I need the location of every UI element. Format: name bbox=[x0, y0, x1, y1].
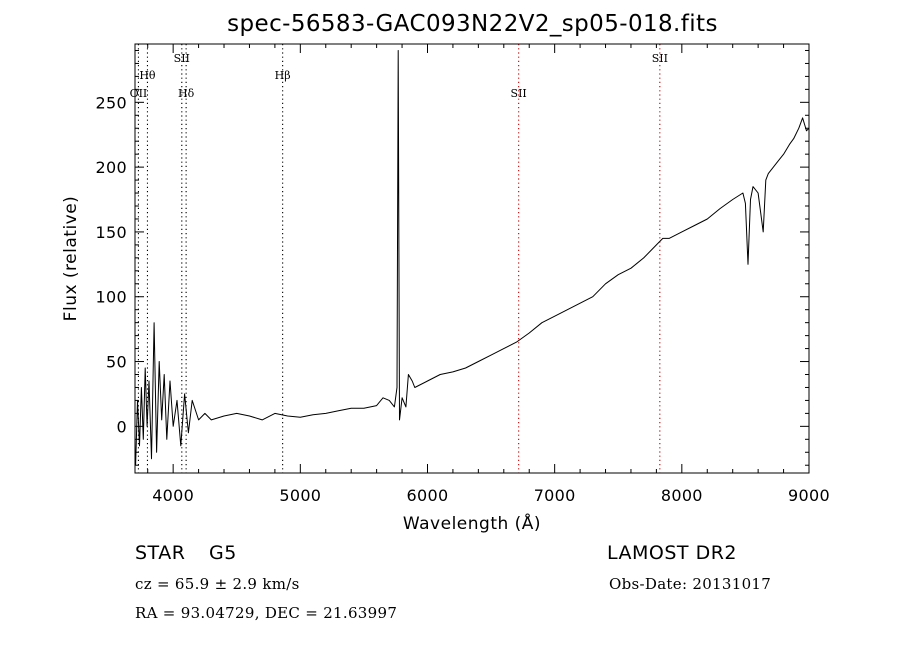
spectrum-line bbox=[135, 50, 810, 466]
object-class: STAR bbox=[135, 542, 186, 564]
x-tick-label: 5000 bbox=[279, 486, 321, 505]
plot-frame bbox=[134, 43, 810, 474]
observation-date: Obs-Date: 20131017 bbox=[609, 575, 772, 593]
y-tick-label: 100 bbox=[96, 288, 127, 307]
survey-label: LAMOST DR2 bbox=[607, 542, 737, 564]
line-marker-label: SII bbox=[652, 52, 668, 65]
y-tick-label: 150 bbox=[96, 223, 127, 242]
line-marker-label: Hδ bbox=[178, 87, 195, 100]
x-tick-label: 7000 bbox=[534, 486, 576, 505]
x-tick-label: 4000 bbox=[152, 486, 194, 505]
x-tick-label: 9000 bbox=[788, 486, 830, 505]
line-marker-label: Hθ bbox=[139, 69, 156, 82]
object-subclass: G5 bbox=[209, 542, 237, 564]
y-tick-label: 50 bbox=[106, 353, 127, 372]
redshift-readout: cz = 65.9 ± 2.9 km/s bbox=[135, 575, 300, 593]
chart-title: spec-56583-GAC093N22V2_sp05-018.fits bbox=[227, 11, 718, 37]
x-axis-label: Wavelength (Å) bbox=[403, 512, 541, 534]
y-tick-label: 200 bbox=[96, 158, 127, 177]
y-tick-label: 250 bbox=[96, 93, 127, 112]
x-tick-label: 8000 bbox=[661, 486, 703, 505]
y-tick-label: 0 bbox=[117, 417, 127, 436]
coordinates-readout: RA = 93.04729, DEC = 21.63997 bbox=[135, 604, 398, 622]
y-axis-label: Flux (relative) bbox=[61, 196, 81, 322]
line-marker-label: SII bbox=[511, 87, 527, 100]
line-marker-label: SII bbox=[174, 52, 190, 65]
line-marker-label: Hβ bbox=[275, 69, 291, 82]
line-marker-label: OII bbox=[130, 87, 148, 100]
x-tick-label: 6000 bbox=[407, 486, 449, 505]
